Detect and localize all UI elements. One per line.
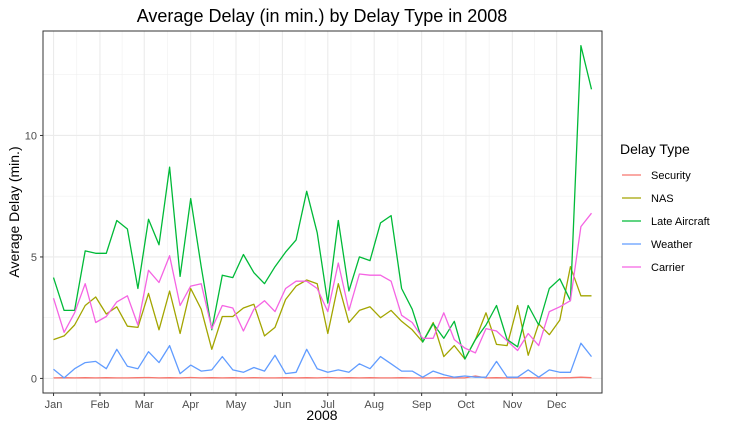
legend-label-weather: Weather: [651, 239, 693, 251]
legend-label-late-aircraft: Late Aircraft: [651, 216, 710, 228]
chart-title: Average Delay (in min.) by Delay Type in…: [137, 6, 508, 26]
series-line-security: [53, 375, 592, 379]
x-tick-label: Jul: [321, 399, 335, 411]
x-tick-label: Oct: [457, 399, 474, 411]
plot-panel: [43, 31, 602, 393]
legend-label-nas: NAS: [651, 193, 674, 205]
x-tick-label: Sep: [412, 399, 432, 411]
y-tick-label: 10: [25, 130, 37, 142]
series-line-carrier: [52, 212, 593, 354]
x-tick-label: Aug: [364, 399, 384, 411]
legend-label-security: Security: [651, 170, 691, 182]
y-axis-title: Average Delay (min.): [6, 146, 22, 277]
series-line-nas: [53, 266, 592, 360]
x-tick-label: Jun: [274, 399, 292, 411]
x-tick-label: Apr: [182, 399, 199, 411]
plot-border: [42, 30, 603, 394]
legend: Delay Type Security NAS Late Aircraft Weath…: [620, 141, 710, 274]
plot-area: 0 5 10 Jan Feb Mar Apr May Jun Jul Aug Sep Oct Nov Dec: [25, 30, 603, 411]
x-axis-title: 2008: [306, 407, 337, 423]
y-tick-label: 5: [31, 252, 37, 264]
x-tick-label: Dec: [547, 399, 567, 411]
legend-label-carrier: Carrier: [651, 262, 685, 274]
legend-title: Delay Type: [620, 141, 690, 157]
x-tick-label: Mar: [135, 399, 154, 411]
x-tick-label: Nov: [503, 399, 523, 411]
x-tick-label: Feb: [90, 399, 109, 411]
x-tick-label: May: [226, 399, 247, 411]
x-tick-label: Jan: [45, 399, 63, 411]
y-tick-label: 0: [31, 373, 37, 385]
series-line-late-aircraft: [52, 44, 593, 360]
series-line-weather: [53, 342, 593, 379]
